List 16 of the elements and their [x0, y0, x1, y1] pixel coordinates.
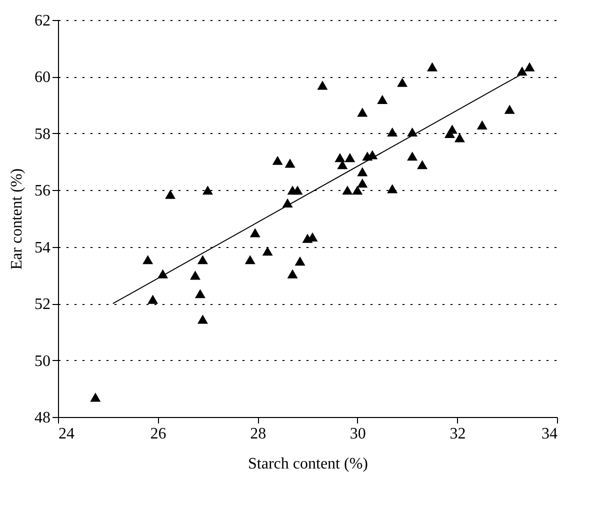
y-tick-label: 60 [34, 69, 50, 86]
y-axis-title: Ear content (%) [8, 168, 26, 270]
y-tick-label: 58 [34, 126, 50, 143]
y-tick-label: 54 [34, 239, 50, 256]
x-tick-label: 24 [58, 426, 74, 442]
y-tick-label: 56 [34, 182, 50, 200]
y-tick-label: 62 [34, 12, 50, 30]
y-tick-label: 50 [34, 352, 50, 370]
x-tick-label: 30 [350, 426, 366, 442]
x-tick-label: 28 [250, 426, 266, 442]
y-tick-label: 52 [34, 296, 50, 314]
x-tick-label: 34 [542, 426, 558, 442]
y-tick-label: 48 [34, 410, 50, 426]
x-tick-label: 32 [450, 426, 466, 442]
x-axis-title: Starch content (%) [248, 456, 368, 472]
x-tick-label: 26 [150, 426, 166, 442]
